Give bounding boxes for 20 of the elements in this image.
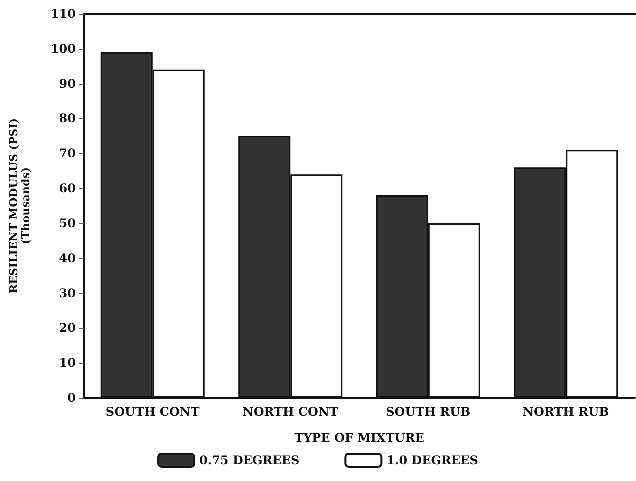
y-axis-title: RESILIENT MODULUS (PSI) (Thousands): [8, 118, 32, 294]
x-tick-label: SOUTH RUB: [386, 405, 471, 419]
x-tick-label: NORTH RUB: [523, 405, 610, 419]
y-tick-label: 50: [59, 216, 76, 230]
y-tick-label: 40: [59, 251, 76, 266]
legend-label: 1.0 DEGREES: [386, 454, 478, 468]
y-tick-label: 70: [59, 146, 76, 161]
y-tick-label: 80: [59, 112, 76, 126]
y-tick-label: 90: [59, 76, 76, 91]
y-tick-label: 0: [68, 391, 76, 405]
y-tick-label: 100: [50, 42, 76, 56]
y-tick-label: 110: [50, 7, 76, 21]
y-tick-label: 10: [59, 356, 76, 370]
x-axis-title: TYPE OF MIXTURE: [294, 431, 424, 445]
x-tick-label: NORTH CONT: [242, 405, 338, 419]
y-tick-label: 60: [59, 182, 76, 196]
x-tick-label: SOUTH CONT: [106, 405, 200, 419]
y-tick-label: 20: [59, 321, 76, 336]
legend-label: 0.75 DEGREES: [200, 454, 300, 468]
y-tick-label: 30: [59, 286, 76, 300]
